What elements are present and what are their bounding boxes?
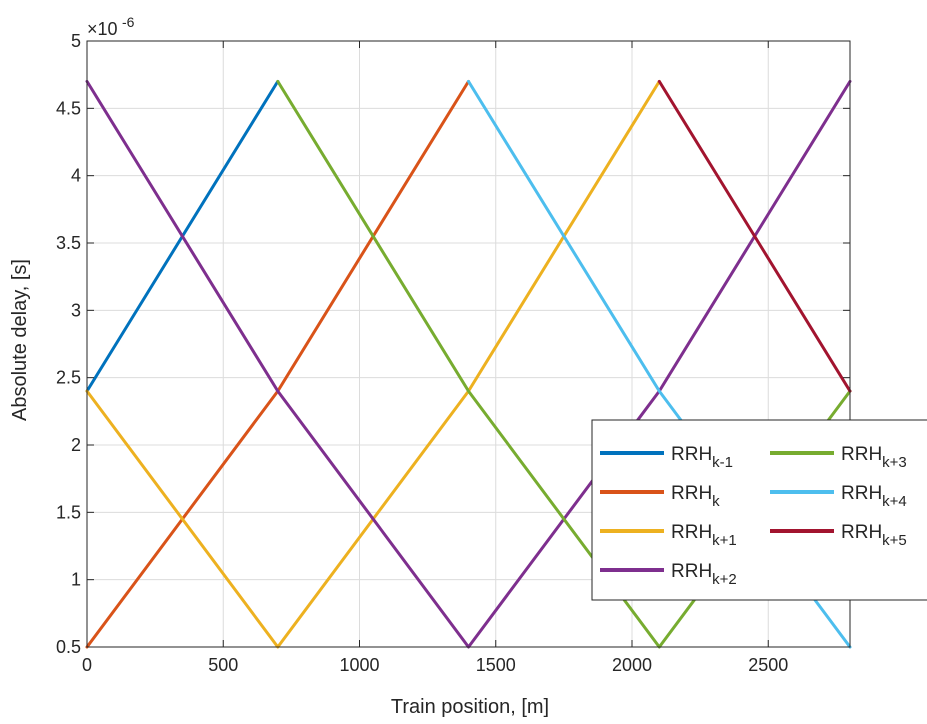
series-line-k+5 <box>657 79 852 393</box>
x-axis-label: Train position, [m] <box>391 696 549 718</box>
y-axis-label: Absolute delay, [s] <box>9 259 31 421</box>
axes-box <box>86 40 851 648</box>
y-tick-label: 5 <box>71 31 81 51</box>
x-tick-label: 1000 <box>339 655 379 675</box>
y-tick-label: 2.5 <box>56 368 81 388</box>
legend-label-k+3: RRHk+3 <box>841 444 907 471</box>
x-tick-label: 0 <box>82 655 92 675</box>
legend-label-k-1: RRHk-1 <box>671 444 733 471</box>
legend-label-k+5: RRHk+5 <box>841 522 907 549</box>
tick-labels: 0 500 1000 1500 2000 2500 0.5 1 1.5 2 2.5 3 3.5 4 4.5 5 <box>56 31 788 675</box>
y-tick-label: 1.5 <box>56 502 81 522</box>
legend-label-k+2: RRHk+2 <box>671 561 737 588</box>
y-tick-label: 2 <box>71 435 81 455</box>
legend-label-k+4: RRHk+4 <box>841 483 907 510</box>
x-tick-label: 2500 <box>748 655 788 675</box>
legend: RRHk-1 RRHk+3 RRHk RRHk+4 RRHk+1 RRHk+5 RRHk+2 <box>591 419 927 601</box>
axis-exponent-power: -6 <box>122 14 135 30</box>
y-tick-label: 3.5 <box>56 233 81 253</box>
legend-label-k+1: RRHk+1 <box>671 522 737 549</box>
y-tick-label: 0.5 <box>56 637 81 657</box>
y-tick-label: 1 <box>71 570 81 590</box>
y-tick-label: 4 <box>71 166 81 186</box>
x-tick-label: 2000 <box>612 655 652 675</box>
y-tick-label: 3 <box>71 300 81 320</box>
x-tick-label: 1500 <box>476 655 516 675</box>
y-tick-label: 4.5 <box>56 98 81 118</box>
legend-label-k: RRHk <box>671 483 720 510</box>
axis-exponent-prefix: ×10 <box>87 19 118 39</box>
x-tick-label: 500 <box>208 655 238 675</box>
